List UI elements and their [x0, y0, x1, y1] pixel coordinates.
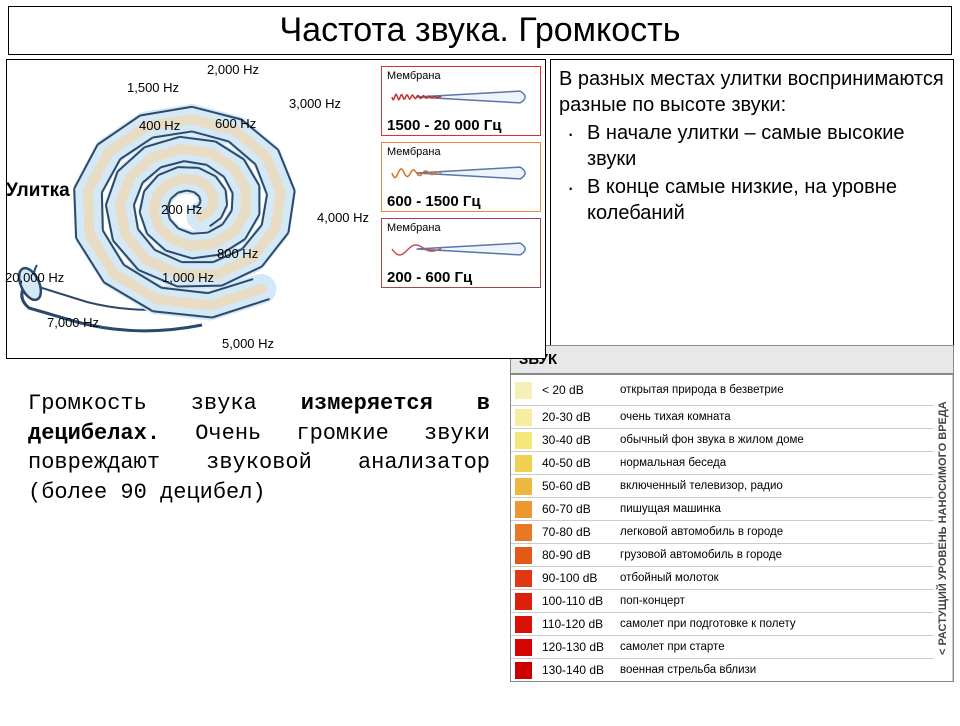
- sound-table-header: ЗВУК: [510, 345, 954, 374]
- freq-label: 3,000 Hz: [289, 96, 341, 111]
- db-value: < 20 dB: [542, 383, 620, 397]
- sound-description: открытая природа в безветрие: [620, 384, 930, 396]
- sound-description: пишущая машинка: [620, 503, 930, 515]
- color-swatch: [515, 570, 532, 587]
- sound-description: самолет при старте: [620, 641, 930, 653]
- sound-level-row: 60-70 dBпишущая машинка: [511, 497, 934, 520]
- freq-label: 2,000 Hz: [207, 62, 259, 77]
- sound-level-row: 20-30 dBочень тихая комната: [511, 405, 934, 428]
- color-swatch: [515, 382, 532, 399]
- color-swatch: [515, 547, 532, 564]
- membrane-box: Мембрана 600 - 1500 Гц: [381, 142, 541, 212]
- sound-description: обычный фон звука в жилом доме: [620, 434, 930, 446]
- membrane-range: 200 - 600 Гц: [387, 269, 535, 286]
- sound-level-row: 120-130 dBсамолет при старте: [511, 635, 934, 658]
- color-swatch: [515, 501, 532, 518]
- loudness-paragraph: Громкость звука измеряется в децибелах. …: [0, 367, 510, 682]
- color-swatch: [515, 409, 532, 426]
- freq-label: 1,000 Hz: [162, 270, 214, 285]
- sound-description: очень тихая комната: [620, 411, 930, 423]
- membrane-boxes: Мембрана 1500 - 20 000 Гц Мембрана 600 - 15…: [381, 66, 541, 294]
- db-value: 60-70 dB: [542, 502, 620, 516]
- color-swatch: [515, 593, 532, 610]
- sound-level-row: 80-90 dBгрузовой автомобиль в городе: [511, 543, 934, 566]
- membrane-range: 1500 - 20 000 Гц: [387, 117, 535, 134]
- color-swatch: [515, 639, 532, 656]
- sound-description: военная стрельба вблизи: [620, 664, 930, 676]
- sound-level-row: 130-140 dBвоенная стрельба вблизи: [511, 658, 934, 681]
- membrane-box: Мембрана 1500 - 20 000 Гц: [381, 66, 541, 136]
- db-value: 80-90 dB: [542, 548, 620, 562]
- db-value: 20-30 dB: [542, 410, 620, 424]
- explain-intro: В разных местах улитки воспринимаются ра…: [559, 66, 945, 118]
- color-swatch: [515, 455, 532, 472]
- sound-level-table: ЗВУК < 20 dBоткрытая природа в безветрие…: [510, 345, 954, 682]
- explain-item: В конце самые низкие, на уровне колебани…: [559, 174, 945, 226]
- freq-label: 200 Hz: [161, 202, 202, 217]
- db-value: 90-100 dB: [542, 571, 620, 585]
- sound-description: поп-концерт: [620, 595, 930, 607]
- membrane-box: Мембрана 200 - 600 Гц: [381, 218, 541, 288]
- explanation-box: В разных местах улитки воспринимаются ра…: [550, 59, 954, 359]
- freq-label: 7,000 Hz: [47, 315, 99, 330]
- db-value: 30-40 dB: [542, 433, 620, 447]
- harm-axis-label: < РАСТУЩИЙ УРОВЕНЬ НАНОСИМОГО ВРЕДА: [934, 375, 953, 681]
- freq-label: 4,000 Hz: [317, 210, 369, 225]
- sound-description: включенный телевизор, радио: [620, 480, 930, 492]
- sound-description: грузовой автомобиль в городе: [620, 549, 930, 561]
- color-swatch: [515, 662, 532, 679]
- explain-item: В начале улитки – самые высокие звуки: [559, 120, 945, 172]
- sound-level-row: 100-110 dBпоп-концерт: [511, 589, 934, 612]
- page-title: Частота звука. Громкость: [8, 6, 952, 55]
- color-swatch: [515, 432, 532, 449]
- membrane-range: 600 - 1500 Гц: [387, 193, 535, 210]
- sound-level-row: < 20 dBоткрытая природа в безветрие: [511, 375, 934, 405]
- db-value: 110-120 dB: [542, 617, 620, 631]
- freq-label: 5,000 Hz: [222, 336, 274, 351]
- sound-level-row: 30-40 dBобычный фон звука в жилом доме: [511, 428, 934, 451]
- db-value: 40-50 dB: [542, 456, 620, 470]
- membrane-title: Мембрана: [387, 70, 535, 82]
- sound-description: самолет при подготовке к полету: [620, 618, 930, 630]
- sound-level-row: 40-50 dBнормальная беседа: [511, 451, 934, 474]
- db-value: 70-80 dB: [542, 525, 620, 539]
- freq-label: 800 Hz: [217, 246, 258, 261]
- sound-level-row: 70-80 dBлегковой автомобиль в городе: [511, 520, 934, 543]
- sound-description: легковой автомобиль в городе: [620, 526, 930, 538]
- membrane-title: Мембрана: [387, 146, 535, 158]
- freq-label: 1,500 Hz: [127, 80, 179, 95]
- top-row: Улитка 2,000 Hz1,500 Hz3,000 Hz400 Hz600…: [6, 59, 954, 359]
- color-swatch: [515, 616, 532, 633]
- color-swatch: [515, 478, 532, 495]
- db-value: 100-110 dB: [542, 594, 620, 608]
- membrane-title: Мембрана: [387, 222, 535, 234]
- sound-level-row: 90-100 dBотбойный молоток: [511, 566, 934, 589]
- sound-description: нормальная беседа: [620, 457, 930, 469]
- freq-label: 600 Hz: [215, 116, 256, 131]
- sound-description: отбойный молоток: [620, 572, 930, 584]
- color-swatch: [515, 524, 532, 541]
- freq-label: 20,000 Hz: [5, 270, 64, 285]
- db-value: 50-60 dB: [542, 479, 620, 493]
- db-value: 120-130 dB: [542, 640, 620, 654]
- freq-label: 400 Hz: [139, 118, 180, 133]
- db-value: 130-140 dB: [542, 663, 620, 677]
- cochlea-diagram: Улитка 2,000 Hz1,500 Hz3,000 Hz400 Hz600…: [6, 59, 546, 359]
- bottom-row: Громкость звука измеряется в децибелах. …: [0, 367, 960, 682]
- sound-level-row: 50-60 dBвключенный телевизор, радио: [511, 474, 934, 497]
- sound-level-row: 110-120 dBсамолет при подготовке к полет…: [511, 612, 934, 635]
